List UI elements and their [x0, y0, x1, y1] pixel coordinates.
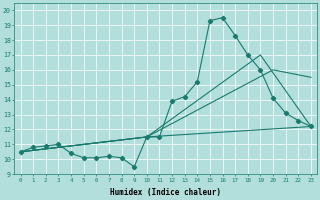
- X-axis label: Humidex (Indice chaleur): Humidex (Indice chaleur): [110, 188, 221, 197]
